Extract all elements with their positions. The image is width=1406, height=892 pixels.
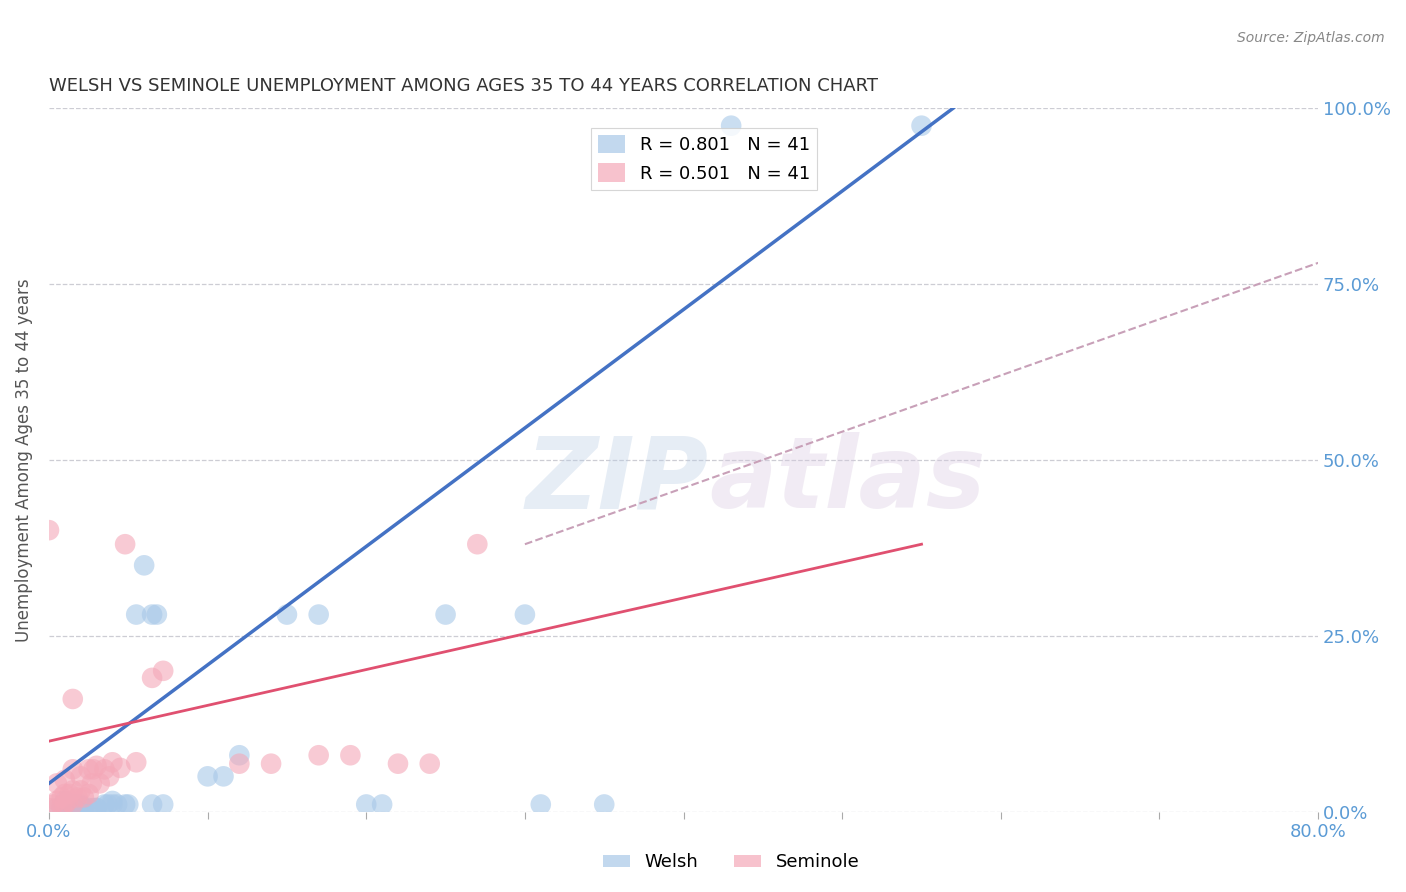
- Point: [73, 790, 96, 805]
- Point: [308, 607, 330, 622]
- Point: [593, 797, 616, 812]
- Point: [62, 797, 84, 812]
- Point: [51, 798, 73, 813]
- Point: [276, 607, 298, 622]
- Point: [77, 787, 100, 801]
- Point: [105, 797, 128, 812]
- Point: [530, 797, 553, 812]
- Point: [125, 607, 148, 622]
- Point: [53, 787, 76, 801]
- Point: [434, 607, 457, 622]
- Point: [141, 671, 163, 685]
- Point: [69, 783, 91, 797]
- Point: [53, 797, 76, 812]
- Point: [82, 762, 104, 776]
- Point: [101, 794, 124, 808]
- Point: [371, 797, 394, 812]
- Point: [125, 756, 148, 770]
- Point: [260, 756, 283, 771]
- Point: [387, 756, 409, 771]
- Point: [53, 772, 76, 787]
- Point: [114, 537, 136, 551]
- Point: [80, 776, 103, 790]
- Text: atlas: atlas: [709, 433, 986, 530]
- Point: [38, 523, 60, 537]
- Point: [141, 797, 163, 812]
- Point: [62, 797, 84, 812]
- Point: [66, 790, 89, 805]
- Point: [101, 797, 124, 812]
- Point: [58, 787, 80, 801]
- Point: [720, 119, 742, 133]
- Point: [62, 797, 84, 812]
- Point: [152, 797, 174, 812]
- Point: [97, 797, 120, 812]
- Point: [77, 762, 100, 776]
- Point: [38, 801, 60, 815]
- Point: [101, 756, 124, 770]
- Legend: Welsh, Seminole: Welsh, Seminole: [596, 847, 866, 879]
- Point: [141, 607, 163, 622]
- Point: [89, 776, 111, 790]
- Point: [197, 769, 219, 783]
- Point: [212, 769, 235, 783]
- Point: [77, 801, 100, 815]
- Point: [73, 801, 96, 815]
- Point: [308, 748, 330, 763]
- Legend: R = 0.801   N = 41, R = 0.501   N = 41: R = 0.801 N = 41, R = 0.501 N = 41: [591, 128, 817, 190]
- Point: [53, 797, 76, 812]
- Point: [42, 797, 65, 812]
- Point: [66, 801, 89, 815]
- Point: [910, 119, 932, 133]
- Point: [86, 759, 108, 773]
- Text: WELSH VS SEMINOLE UNEMPLOYMENT AMONG AGES 35 TO 44 YEARS CORRELATION CHART: WELSH VS SEMINOLE UNEMPLOYMENT AMONG AGE…: [49, 78, 877, 95]
- Point: [56, 794, 79, 808]
- Point: [146, 607, 169, 622]
- Point: [152, 664, 174, 678]
- Point: [93, 797, 115, 812]
- Point: [51, 801, 73, 815]
- Point: [228, 748, 250, 763]
- Point: [339, 748, 361, 763]
- Point: [419, 756, 441, 771]
- Point: [51, 790, 73, 805]
- Point: [465, 537, 488, 551]
- Point: [114, 797, 136, 812]
- Point: [86, 801, 108, 815]
- Point: [45, 776, 67, 790]
- Point: [110, 761, 132, 775]
- Point: [86, 801, 108, 815]
- Point: [228, 756, 250, 771]
- Point: [69, 798, 91, 813]
- Point: [45, 794, 67, 808]
- Point: [134, 558, 156, 573]
- Point: [62, 783, 84, 797]
- Point: [62, 692, 84, 706]
- Point: [53, 794, 76, 808]
- Y-axis label: Unemployment Among Ages 35 to 44 years: Unemployment Among Ages 35 to 44 years: [15, 278, 32, 641]
- Point: [82, 801, 104, 815]
- Text: ZIP: ZIP: [526, 433, 709, 530]
- Point: [513, 607, 536, 622]
- Point: [356, 797, 378, 812]
- Point: [69, 797, 91, 812]
- Point: [93, 762, 115, 776]
- Point: [98, 769, 121, 783]
- Point: [117, 797, 139, 812]
- Point: [69, 769, 91, 783]
- Text: Source: ZipAtlas.com: Source: ZipAtlas.com: [1237, 31, 1385, 45]
- Point: [56, 801, 79, 815]
- Point: [62, 762, 84, 776]
- Point: [45, 801, 67, 815]
